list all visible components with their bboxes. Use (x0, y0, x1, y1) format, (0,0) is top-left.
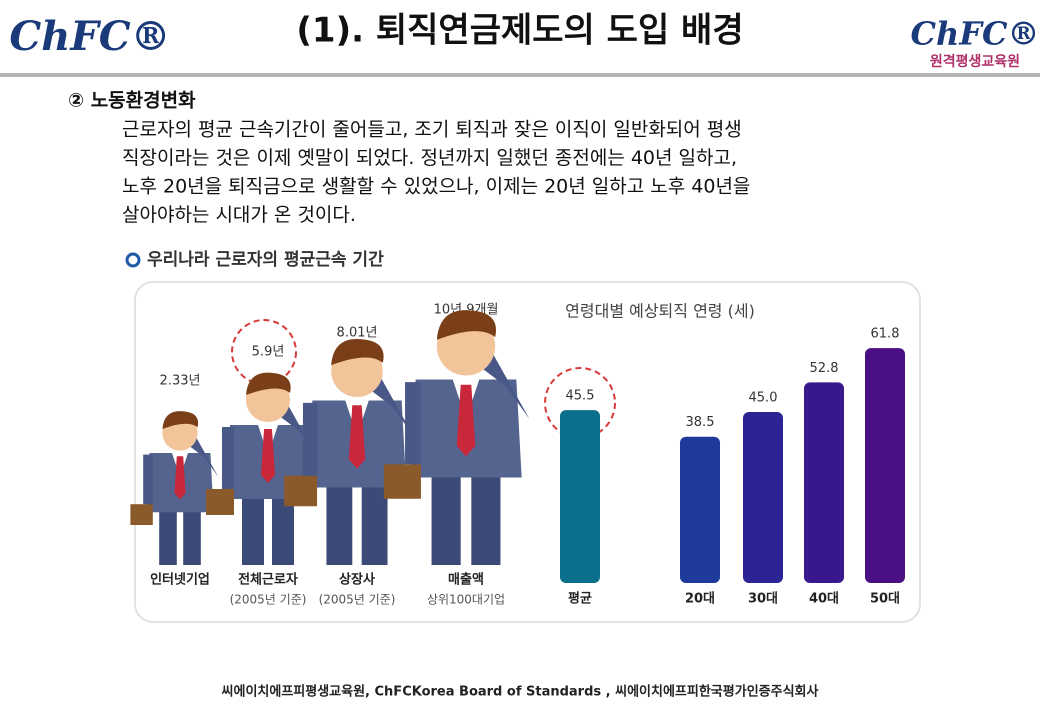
leg (326, 480, 353, 565)
leg (272, 493, 294, 565)
figure-title: 우리나라 근로자의 평균근속 기간 (147, 250, 384, 270)
bar-category: 평균 (568, 591, 592, 607)
briefcase (284, 475, 318, 507)
tie (174, 456, 186, 500)
bar (560, 410, 600, 583)
hair (331, 339, 384, 366)
leg (242, 493, 264, 565)
arm (222, 427, 234, 489)
briefcase (206, 489, 234, 515)
people-label: 전체근로자 (238, 572, 298, 588)
tie (261, 429, 275, 483)
arm (368, 377, 414, 436)
slide-title: (1). 퇴직연금제도의 도입 배경 (296, 11, 743, 51)
people-label: 인터넷기업 (150, 572, 210, 588)
footer: 씨에이치에프피평생교육원, ChFCKorea Board of Standar… (222, 684, 819, 700)
bar-category: 20대 (685, 592, 715, 607)
paragraph: 근로자의 평균 근속기간이 줄어들고, 조기 퇴직과 잦은 이직이 일반화되어 … (122, 119, 750, 227)
paragraph-line: 살아야하는 시대가 온 것이다. (122, 204, 356, 226)
bar-chart: 45.5 평균 38.5 20대 45.0 30대 52.8 40대 61.8 50대 (560, 327, 905, 607)
bar-value-label: 61.8 (871, 327, 900, 342)
arm (405, 382, 421, 465)
paragraph-line: 근로자의 평균 근속기간이 줄어들고, 조기 퇴직과 잦은 이직이 일반화되어 … (122, 119, 742, 141)
tie (348, 405, 366, 469)
paragraph-line: 직장이라는 것은 이제 옛말이 되었다. 정년까지 일했던 종전에는 40년 일… (122, 147, 737, 169)
leg (361, 480, 388, 565)
leg (183, 507, 201, 565)
person (383, 310, 530, 565)
person (206, 372, 316, 565)
bar (865, 348, 905, 583)
bar-category: 40대 (809, 592, 839, 607)
people-note: 상위100대기업 (427, 593, 505, 607)
bar-value-label: 45.5 (566, 389, 595, 404)
hair (436, 310, 496, 340)
arm (302, 402, 318, 476)
paragraph-line: 노후 20년을 퇴직금으로 생활할 수 있었으나, 이제는 20년 일하고 노후… (122, 176, 750, 198)
logo-right: ChFC® (911, 15, 1040, 53)
bar-value-label: 45.0 (749, 391, 778, 406)
arm (143, 454, 153, 505)
people-value: 2.33년 (160, 374, 201, 389)
bar-value-label: 52.8 (810, 361, 839, 376)
hair (246, 372, 291, 395)
people-note: (2005년 기준) (230, 593, 307, 607)
tie (456, 384, 476, 457)
people-value: 5.9년 (252, 345, 285, 360)
people-label: 상장사 (339, 572, 375, 588)
people-note: (2005년 기준) (319, 593, 396, 607)
person (130, 411, 219, 565)
briefcase (383, 464, 421, 499)
logo-right-sub: 원격평생교육원 (930, 53, 1020, 70)
bullet-icon (125, 252, 141, 268)
bar (743, 412, 783, 583)
hair (162, 411, 199, 429)
bar-category: 50대 (870, 592, 900, 607)
bar (680, 436, 720, 583)
person (284, 339, 414, 565)
section-heading: ② 노동환경변화 (68, 90, 196, 112)
header-rule (0, 73, 1040, 77)
people-label: 매출액 (448, 572, 484, 588)
bar-value-label: 38.5 (686, 415, 715, 430)
arm (188, 437, 219, 477)
people-value: 8.01년 (337, 326, 378, 341)
leg (159, 507, 177, 565)
bar (804, 382, 844, 583)
arm (479, 353, 530, 420)
briefcase (130, 504, 153, 525)
leg (471, 469, 501, 565)
chart-title: 연령대별 예상퇴직 연령 (세) (565, 302, 755, 321)
leg (431, 469, 461, 565)
logo-left: ChFC® (9, 13, 170, 60)
bar-category: 30대 (748, 592, 778, 607)
arm (278, 405, 316, 455)
